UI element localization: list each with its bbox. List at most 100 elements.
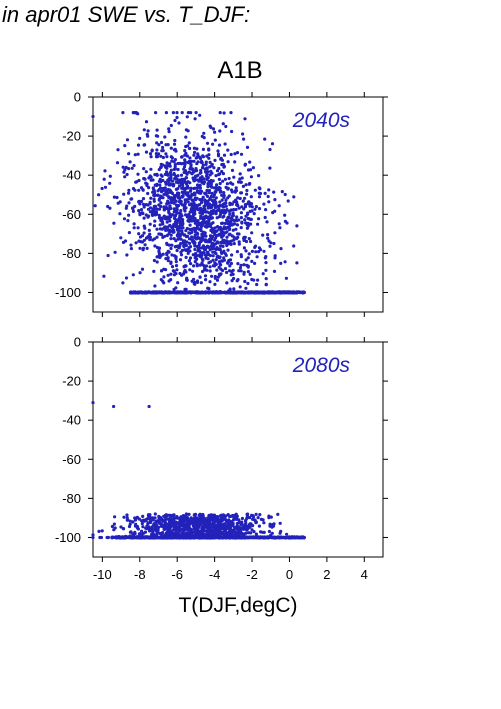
scatter-point (148, 202, 152, 206)
scatter-point (226, 186, 230, 190)
scatter-point (155, 148, 159, 152)
scatter-point (241, 184, 245, 188)
scatter-point (215, 246, 219, 250)
scatter-point (189, 163, 193, 167)
scatter-point (226, 160, 230, 164)
scatter-point (238, 290, 242, 295)
scatter-point (224, 530, 228, 534)
scatter-point (178, 234, 182, 238)
scatter-point (221, 179, 225, 183)
scatter-point (188, 527, 192, 531)
scatter-point (232, 235, 236, 239)
scatter-point (285, 532, 289, 536)
scatter-point (237, 206, 241, 210)
scatter-point (195, 522, 199, 526)
scatter-point (213, 290, 217, 294)
scatter-point (126, 219, 130, 223)
scatter-point (170, 201, 174, 205)
scatter-point (225, 281, 229, 285)
scatter-point (199, 224, 203, 228)
scatter-point (141, 197, 146, 201)
scatter-point (141, 202, 145, 206)
scatter-point (136, 143, 141, 147)
scatter-point (184, 527, 188, 531)
scatter-point (137, 232, 141, 236)
scatter-point (201, 514, 205, 518)
scatter-point (250, 249, 254, 253)
scatter-point (102, 274, 106, 278)
scatter-point (144, 120, 149, 124)
scatter-point (119, 525, 123, 529)
scatter-point (201, 195, 205, 199)
scatter-point (155, 207, 159, 211)
scatter-point (100, 529, 104, 533)
scatter-point (218, 233, 222, 237)
scatter-point (218, 111, 222, 115)
scatter-point (131, 532, 135, 536)
scatter-point (182, 165, 187, 169)
scatter-point (226, 522, 230, 526)
scatter-point (166, 225, 170, 229)
scatter-point (204, 160, 208, 164)
scatter-point (244, 286, 248, 290)
scatter-point (164, 514, 168, 518)
scatter-point (171, 290, 175, 295)
scatter-point (220, 198, 224, 202)
scatter-point (266, 194, 270, 199)
scatter-point (189, 516, 193, 520)
scatter-point (257, 250, 261, 254)
scatter-point (176, 237, 180, 241)
panel-label: 2080s (292, 354, 351, 377)
scatter-point (251, 524, 255, 528)
scatter-point (230, 168, 235, 172)
scatter-point (258, 290, 262, 294)
scatter-point (179, 515, 183, 519)
scatter-point (164, 268, 168, 272)
scatter-point (218, 248, 222, 252)
scatter-point (132, 222, 136, 226)
scatter-point (118, 212, 122, 216)
scatter-point (135, 290, 139, 294)
scatter-point (129, 247, 133, 251)
scatter-point (166, 187, 170, 192)
scatter-point (162, 214, 166, 218)
scatter-point (140, 533, 144, 537)
scatter-point (292, 291, 296, 295)
scatter-point (195, 162, 199, 166)
scatter-point (241, 290, 245, 295)
scatter-point (246, 281, 250, 286)
scatter-point (271, 211, 275, 215)
scatter-point (173, 138, 177, 143)
scatter-point (93, 204, 97, 208)
scatter-point (237, 240, 241, 244)
scatter-point (181, 191, 185, 195)
scatter-point (211, 254, 215, 258)
scatter-point (228, 264, 232, 268)
scatter-point (234, 227, 238, 231)
scatter-point (108, 174, 112, 178)
scatter-point (236, 204, 240, 208)
scatter-point (159, 186, 163, 190)
x-tick-label: 2 (323, 567, 330, 582)
scatter-point (155, 227, 159, 231)
scatter-point (286, 535, 290, 540)
scatter-point (181, 203, 185, 207)
scatter-point (178, 518, 182, 522)
scatter-point (167, 215, 171, 219)
scatter-point (137, 188, 141, 192)
scatter-point (112, 404, 116, 409)
scatter-point (238, 177, 242, 181)
scatter-point (121, 111, 125, 115)
plot-frame (92, 341, 384, 558)
scatter-point (228, 227, 232, 231)
scatter-point (178, 244, 182, 248)
scatter-point (152, 224, 157, 228)
scatter-point (201, 163, 205, 167)
scatter-point (171, 269, 175, 273)
scatter-point (267, 200, 271, 204)
scatter-point (148, 222, 152, 226)
scatter-point (203, 274, 208, 278)
scatter-point (208, 265, 212, 269)
scatter-point (188, 181, 192, 185)
scatter-point (199, 168, 203, 173)
